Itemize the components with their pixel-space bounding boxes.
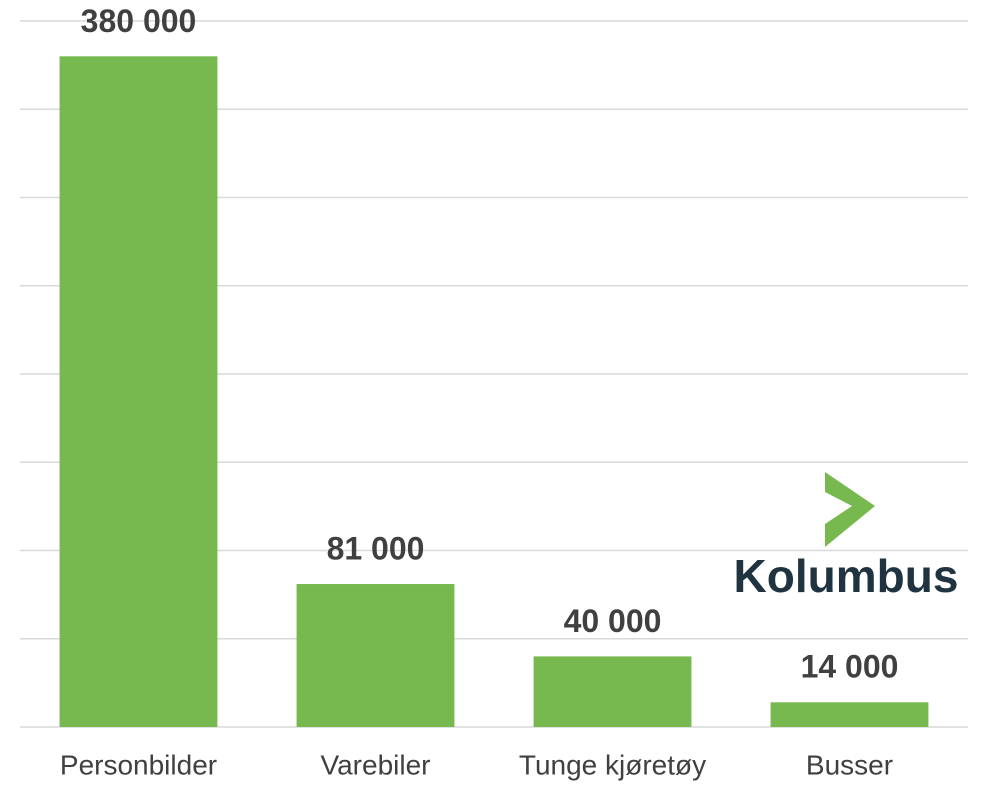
bar [770,702,929,727]
logo-icon [825,472,875,547]
value-label: 380 000 [81,3,197,39]
x-tick-label: Tunge kjøretøy [519,749,706,780]
bar [296,584,455,727]
x-tick-label: Busser [806,749,893,780]
logo-text: Kolumbus [734,550,959,602]
bar [59,56,218,728]
value-label: 14 000 [801,649,899,685]
value-label: 40 000 [564,603,662,639]
value-label: 81 000 [327,530,425,566]
bar [533,656,692,727]
x-tick-label: Varebiler [321,749,431,780]
x-tick-label: Personbilder [60,749,217,780]
